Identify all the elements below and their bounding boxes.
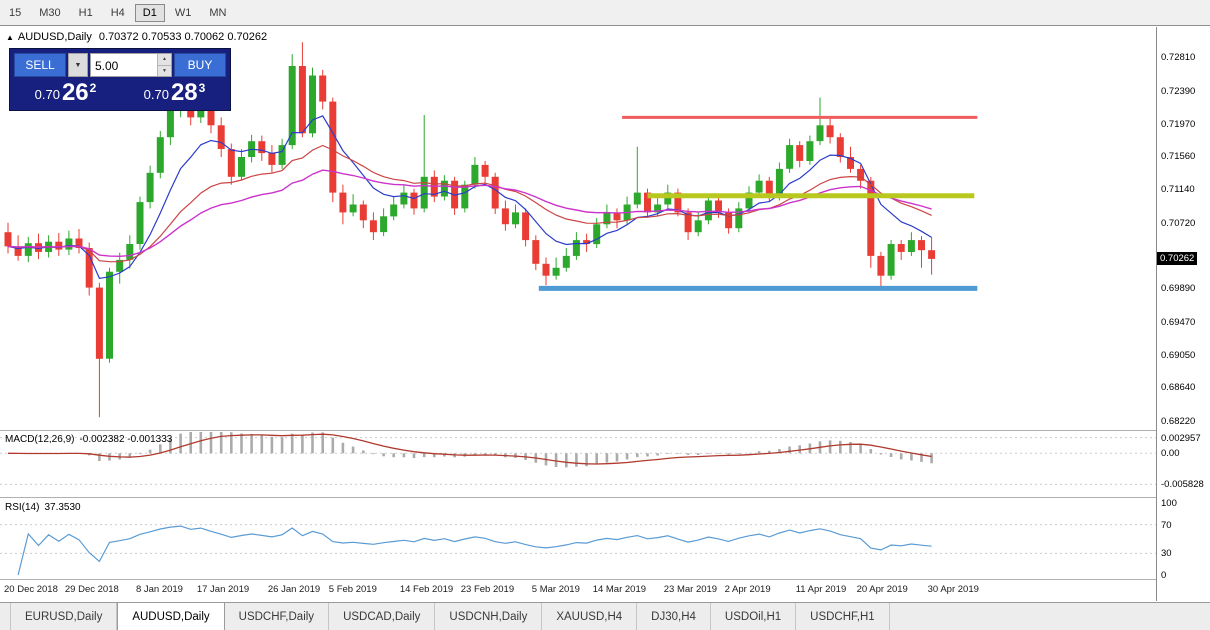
volume-field[interactable]: ▲ ▼ (90, 53, 172, 78)
price-tick-label: 0.72810 (1161, 52, 1196, 64)
one-click-trading-panel: SELL ▼ ▲ ▼ BUY 0.70 26 2 0.70 28 3 (9, 48, 231, 111)
date-axis-label: 5 Feb 2019 (328, 584, 377, 595)
date-axis-label: 20 Dec 2018 (4, 584, 58, 595)
price-tick-label: 0.68640 (1161, 382, 1196, 394)
price-tick-label: 0.71560 (1161, 151, 1196, 163)
date-axis-label: 20 Apr 2019 (856, 584, 908, 595)
sell-price-sup: 2 (89, 81, 97, 95)
panel-separator[interactable] (0, 497, 1156, 498)
timeframe-button-w1[interactable]: W1 (174, 6, 192, 19)
chevron-down-icon: ▼ (74, 61, 82, 69)
date-axis-label: 26 Jan 2019 (267, 584, 321, 595)
rsi-tick-label: 70 (1161, 519, 1172, 531)
macd-tick-label: -0.005828 (1161, 479, 1204, 491)
timeframe-button-d1[interactable]: D1 (134, 3, 165, 22)
macd-tick-label: 0.002957 (1161, 432, 1201, 444)
price-tick-label: 0.69050 (1161, 349, 1196, 361)
rsi-indicator-label: RSI(14) 37.3530 (5, 502, 81, 513)
rsi-indicator-name: RSI(14) (5, 502, 40, 513)
timeframe-toolbar: 15 M30 H1 H4 D1 W1 MN (0, 0, 1210, 26)
date-axis-label: 30 Apr 2019 (927, 584, 979, 595)
date-axis-label: 29 Dec 2018 (64, 584, 119, 595)
buy-price-big: 28 (170, 79, 198, 106)
sell-button[interactable]: SELL (14, 53, 66, 77)
ohlc-values: 0.70372 0.70533 0.70062 0.70262 (98, 31, 268, 43)
macd-indicator-label: MACD(12,26,9) -0.002382 -0.001333 (5, 434, 172, 445)
macd-values: -0.002382 -0.001333 (79, 434, 173, 445)
rsi-tick-label: 100 (1161, 498, 1177, 509)
chart-tab-usdchf-h1[interactable]: USDCHF,H1 (796, 603, 890, 630)
chart-tab-audusd-daily[interactable]: AUDUSD,Daily (117, 603, 225, 630)
rsi-value: 37.3530 (44, 502, 81, 513)
price-tick-label: 0.71970 (1161, 118, 1196, 130)
axis-border (1156, 27, 1157, 601)
rsi-tick-label: 0 (1161, 570, 1167, 581)
chart-tab-usdcnh-daily[interactable]: USDCNH,Daily (435, 603, 543, 630)
panel-separator[interactable] (0, 430, 1156, 431)
date-axis-label: 14 Feb 2019 (399, 584, 454, 595)
chart-tab-usdchf-daily[interactable]: USDCHF,Daily (225, 603, 330, 630)
volume-stepper: ▲ ▼ (157, 54, 171, 76)
price-tick-label: 0.68220 (1161, 415, 1196, 427)
buy-price-base: 0.70 (143, 87, 169, 102)
current-price-badge: 0.70262 (1157, 251, 1198, 265)
macd-panel-canvas[interactable] (0, 432, 1156, 496)
chart-tab-xauusd-h4[interactable]: XAUUSD,H4 (542, 603, 638, 630)
buy-price-display[interactable]: 0.70 28 3 (123, 81, 226, 106)
chart-tab-bar: EURUSD,Daily AUDUSD,Daily USDCHF,Daily USDC… (0, 602, 1210, 630)
one-click-toggle-icon[interactable]: ▲ (6, 33, 14, 42)
price-tick-label: 0.70720 (1161, 217, 1196, 229)
chart-title: ▲ AUDUSD,Daily 0.70372 0.70533 0.70062 0.7… (6, 31, 267, 43)
rsi-tick-label: 30 (1161, 548, 1172, 560)
timeframe-button-h1[interactable]: H1 (78, 6, 93, 19)
price-tick-label: 0.71140 (1161, 184, 1195, 196)
chart-tab-eurusd-daily[interactable]: EURUSD,Daily (10, 603, 118, 630)
volume-increase-button[interactable]: ▲ (158, 54, 171, 66)
chart-tab-dj30-h4[interactable]: DJ30,H4 (637, 603, 711, 630)
date-axis-label: 23 Feb 2019 (460, 584, 515, 595)
date-axis-label: 23 Mar 2019 (663, 584, 718, 595)
price-tick-label: 0.69470 (1161, 316, 1196, 328)
chart-tab-usdcad-daily[interactable]: USDCAD,Daily (329, 603, 436, 630)
date-axis-label: 14 Mar 2019 (592, 584, 647, 595)
timeframe-button-h4[interactable]: H4 (110, 6, 125, 19)
macd-indicator-name: MACD(12,26,9) (5, 434, 75, 445)
macd-tick-label: 0.00 (1161, 448, 1180, 460)
volume-input[interactable] (93, 54, 153, 78)
timeframe-button-mn[interactable]: MN (209, 6, 227, 19)
sell-price-display[interactable]: 0.70 26 2 (14, 81, 117, 106)
date-axis-label: 2 Apr 2019 (724, 584, 771, 595)
volume-decrease-button[interactable]: ▼ (158, 65, 171, 76)
order-type-dropdown[interactable]: ▼ (68, 53, 88, 77)
date-axis-label: 5 Mar 2019 (531, 584, 580, 595)
timeframe-button-15[interactable]: 15 (9, 6, 22, 19)
date-axis-label: 17 Jan 2019 (196, 584, 250, 595)
sell-price-big: 26 (61, 79, 89, 106)
timeframe-button-m30[interactable]: M30 (39, 6, 61, 19)
date-axis-label: 8 Jan 2019 (135, 584, 183, 595)
chart-tab-usdoil-h1[interactable]: USDOil,H1 (711, 603, 797, 630)
buy-price-sup: 3 (198, 81, 206, 95)
price-tick-label: 0.72390 (1161, 85, 1196, 97)
panel-separator[interactable] (0, 579, 1156, 580)
sell-price-base: 0.70 (34, 87, 60, 102)
date-axis-label: 11 Apr 2019 (795, 584, 847, 595)
symbol-period-label: AUDUSD,Daily (17, 31, 92, 43)
price-tick-label: 0.69890 (1161, 283, 1196, 295)
rsi-panel-canvas[interactable] (0, 500, 1156, 578)
buy-button[interactable]: BUY (174, 53, 226, 77)
